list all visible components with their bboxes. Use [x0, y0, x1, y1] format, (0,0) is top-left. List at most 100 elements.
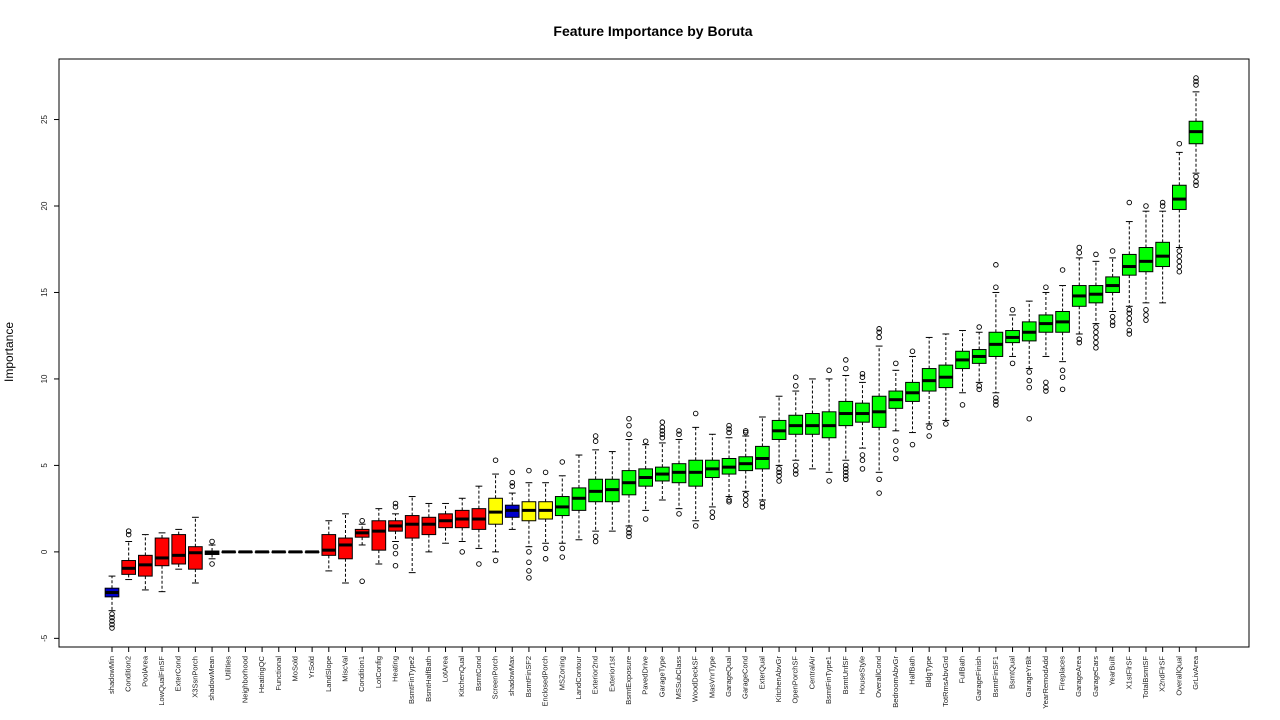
outlier-point	[1176, 253, 1183, 259]
box-shadowMin	[104, 575, 120, 631]
outlier-point	[859, 371, 866, 377]
box-HalfBath	[905, 348, 920, 448]
outlier-point	[909, 441, 916, 448]
outlier-point	[876, 326, 882, 332]
box-BedroomAbvGr	[888, 360, 904, 462]
box-Functional	[271, 550, 287, 554]
x-tick-label-GarageCars: GarageCars	[1091, 656, 1100, 697]
outlier-point	[1176, 268, 1183, 275]
iqr-box	[154, 537, 170, 567]
y-tick-label: -5	[40, 634, 49, 642]
outlier-point	[993, 402, 999, 408]
x-tick-label-TotRmsAbvGrd: TotRmsAbvGrd	[941, 656, 950, 707]
outlier-point	[509, 469, 515, 476]
x-tick-label-Functional: Functional	[274, 656, 283, 691]
boxplot-boxes	[104, 75, 1204, 631]
outlier-point	[859, 457, 866, 463]
outlier-point	[509, 479, 515, 486]
box-Condition1	[354, 518, 370, 585]
outlier-point	[1043, 284, 1049, 291]
iqr-box	[1171, 184, 1187, 210]
x-tick-label-shadowMean: shadowMean	[207, 656, 216, 701]
box-Exterior2nd	[588, 433, 603, 545]
outlier-point	[1009, 360, 1016, 367]
outlier-point	[1126, 310, 1133, 316]
x-tick-label-BsmtFinSF1: BsmtFinSF1	[991, 656, 1000, 697]
box-LowQualFinSF	[154, 532, 170, 593]
y-tick-label: 10	[40, 374, 49, 383]
x-tick-label-PavedDrive: PavedDrive	[641, 656, 650, 695]
outlier-point	[1076, 339, 1083, 346]
box-OverallQual	[1171, 140, 1187, 275]
x-tick-label-FullBath: FullBath	[958, 656, 967, 684]
outlier-point	[1143, 203, 1149, 209]
box-YearBuilt	[1105, 248, 1120, 329]
outlier-point	[1026, 384, 1032, 391]
outlier-point	[592, 438, 599, 444]
x-tick-label-MSZoning: MSZoning	[557, 656, 566, 690]
outlier-point	[876, 329, 882, 335]
outlier-point	[1193, 78, 1199, 85]
outlier-point	[893, 447, 899, 453]
box-X1stFlrSF	[1121, 199, 1137, 337]
outlier-point	[859, 374, 866, 380]
outlier-point	[893, 438, 899, 444]
outlier-point	[776, 466, 782, 472]
iqr-box	[1121, 253, 1137, 276]
box-ScreenPorch	[488, 457, 503, 564]
outlier-point	[1009, 307, 1016, 313]
iqr-box	[188, 546, 203, 570]
outlier-point	[626, 431, 632, 438]
outlier-point	[1026, 369, 1032, 375]
outlier-point	[392, 550, 399, 557]
outlier-point	[726, 422, 732, 429]
box-GarageCond	[738, 428, 754, 508]
box-FullBath	[955, 330, 970, 408]
box-BsmtFinSF1	[988, 262, 1004, 408]
outlier-point	[759, 500, 766, 507]
outlier-point	[392, 543, 399, 550]
outlier-point	[1159, 203, 1166, 209]
iqr-box	[1138, 247, 1154, 273]
outlier-point	[742, 492, 749, 498]
outlier-point	[859, 466, 866, 472]
box-GarageQual	[721, 422, 737, 505]
x-tick-label-BsmtUnfSF: BsmtUnfSF	[841, 656, 850, 695]
outlier-point	[692, 410, 699, 417]
outlier-point	[793, 462, 799, 469]
x-tick-label-OverallCond: OverallCond	[874, 656, 883, 698]
outlier-point	[742, 497, 749, 503]
outlier-point	[392, 500, 399, 507]
x-tick-label-BsmtFinType1: BsmtFinType1	[824, 656, 833, 704]
outlier-point	[526, 467, 532, 474]
x-tick-label-MiscVal: MiscVal	[340, 656, 349, 682]
box-TotalBsmtSF	[1138, 203, 1154, 323]
iqr-box	[171, 534, 187, 565]
outlier-point	[1093, 324, 1099, 330]
x-tick-label-BldgType: BldgType	[924, 656, 933, 687]
outlier-point	[1093, 334, 1099, 341]
iqr-box	[1155, 241, 1170, 268]
outlier-point	[1109, 322, 1116, 329]
outlier-point	[1126, 327, 1133, 334]
outlier-point	[1193, 173, 1199, 180]
outlier-point	[876, 490, 882, 496]
outlier-point	[592, 533, 599, 540]
outlier-point	[776, 478, 782, 484]
x-tick-label-OpenPorchSF: OpenPorchSF	[791, 656, 800, 704]
outlier-point	[1126, 331, 1133, 337]
outlier-point	[843, 473, 849, 479]
box-KitchenQual	[454, 497, 470, 555]
outlier-point	[1076, 244, 1083, 251]
outlier-point	[726, 426, 732, 432]
plot-frame	[58, 58, 1250, 648]
box-LandContour	[571, 454, 587, 541]
outlier-point	[943, 421, 949, 427]
outlier-point	[642, 438, 649, 444]
x-tick-label-LandContour: LandContour	[574, 656, 583, 700]
outlier-point	[1109, 319, 1116, 325]
x-tick-label-BsmtFinSF2: BsmtFinSF2	[524, 656, 533, 697]
x-tick-label-X1stFlrSF: X1stFlrSF	[1124, 656, 1133, 690]
outlier-point	[993, 284, 999, 291]
outlier-point	[1176, 258, 1183, 265]
